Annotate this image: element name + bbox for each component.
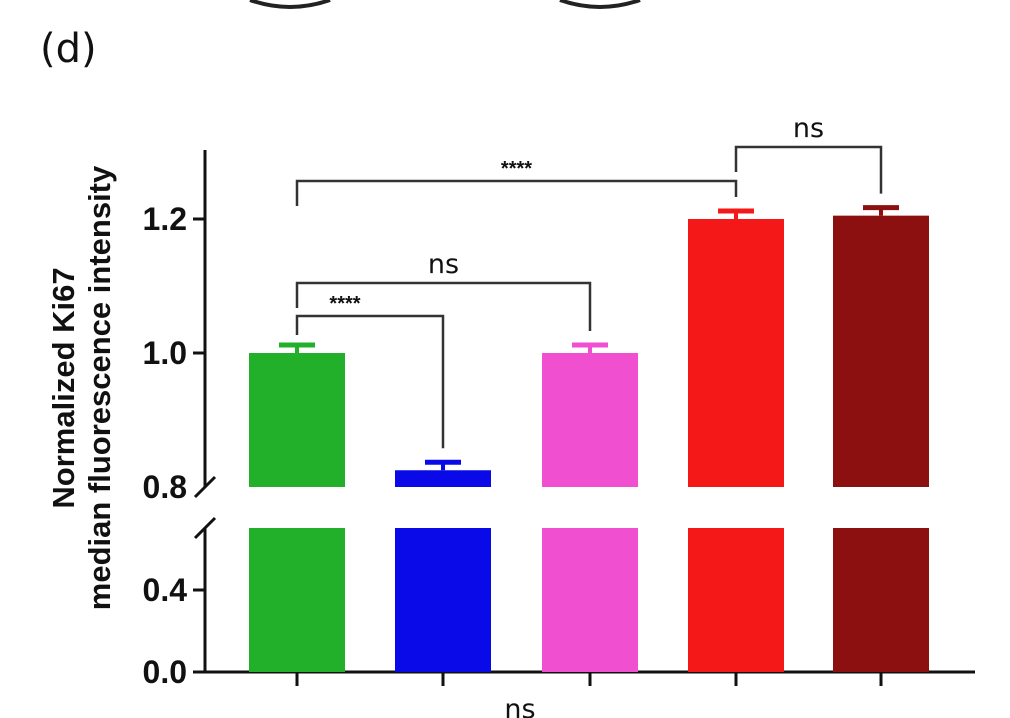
y-tick-label: 0.0 — [143, 654, 187, 690]
significance-label: **** — [329, 293, 360, 315]
bar-lower-segment — [249, 528, 345, 672]
bar-lower-segment — [688, 528, 784, 672]
significance-bracket — [734, 145, 883, 194]
bottom-note: ns — [504, 694, 535, 718]
significance-label: ns — [428, 249, 459, 280]
axis-break-mark-upper — [193, 475, 217, 499]
panel-label: (d) — [40, 26, 97, 72]
y-axis-label-line-1: Normalized Ki67 — [46, 267, 81, 508]
bar-lower-segment — [542, 528, 638, 672]
y-tick-label: 0.4 — [143, 572, 188, 608]
significance-bracket — [295, 179, 738, 206]
y-tick-label: 0.8 — [143, 469, 187, 505]
decorative-top-arcs — [249, 0, 641, 9]
axis-break-mark-lower — [193, 516, 217, 540]
plot-area: 0.8 1.0 1.2 0.0 0.4 **** ns **** ns — [143, 113, 975, 690]
significance-label: **** — [501, 158, 532, 180]
bar — [395, 470, 491, 487]
y-axis-label-line-2: median fluorescence intensity — [82, 165, 117, 610]
bar-lower-segment — [833, 528, 929, 672]
bar — [249, 353, 345, 487]
significance-label: ns — [793, 113, 824, 144]
bar — [833, 215, 929, 487]
bar — [688, 219, 784, 487]
y-tick-label: 1.2 — [143, 201, 187, 237]
significance-bracket — [295, 314, 445, 449]
bar-lower-segment — [395, 528, 491, 672]
y-tick-label: 1.0 — [143, 335, 187, 371]
significance-bracket — [295, 281, 592, 331]
bar — [542, 353, 638, 487]
y-axis-label: Normalized Ki67 median fluorescence inte… — [46, 165, 117, 610]
